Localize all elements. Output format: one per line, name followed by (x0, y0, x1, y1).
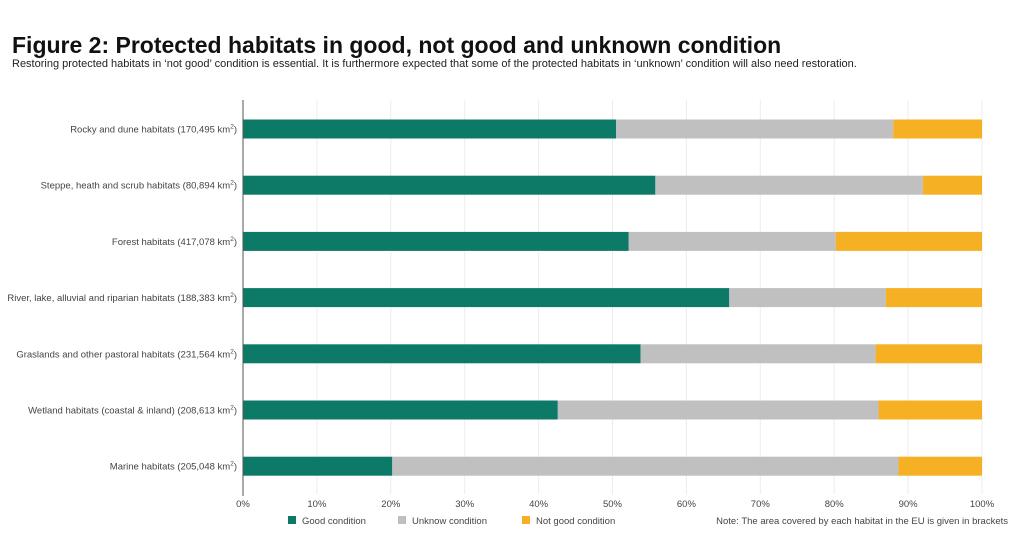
x-tick-label: 10% (307, 499, 327, 510)
category-label: Forest habitats (417,078 km2) (112, 236, 237, 248)
bar-segment (243, 344, 641, 364)
x-tick-label: 100% (970, 499, 995, 510)
category-label: Steppe, heath and scrub habitats (80,894… (41, 180, 237, 192)
legend-label: Not good condition (536, 516, 615, 527)
category-label: Wetland habitats (coastal & inland) (208… (28, 405, 237, 417)
bar-segment (878, 400, 982, 420)
chart-subtitle: Restoring protected habitats in ‘not goo… (12, 58, 857, 70)
legend-label: Good condition (302, 516, 366, 527)
bar-segment (243, 456, 393, 476)
legend: Good condition Unknow condition Not good c… (288, 516, 615, 527)
legend-swatch (398, 516, 406, 524)
bar-segment (243, 119, 617, 139)
legend-label: Unknow condition (412, 516, 487, 527)
x-tick-label: 20% (381, 499, 401, 510)
bar-segment (243, 231, 629, 251)
category-labels: Rocky and dune habitats (170,495 km2) Ste… (7, 124, 237, 473)
x-axis-ticks: 0% 10% 20% 30% 40% 50% 60% 70% 80% 90% 100% (236, 499, 995, 510)
bar-segment (243, 288, 730, 308)
x-tick-label: 0% (236, 499, 250, 510)
category-label: River, lake, alluvial and riparian habit… (7, 292, 237, 304)
bar-segment (898, 456, 982, 476)
bar-segment (885, 288, 982, 308)
bar-segment (616, 119, 894, 139)
x-tick-label: 70% (751, 499, 771, 510)
bar-segment (628, 231, 836, 251)
bar-segment (835, 231, 982, 251)
bar-segment (243, 175, 656, 195)
legend-swatch (522, 516, 530, 524)
x-tick-label: 50% (603, 499, 623, 510)
bar-series (243, 119, 982, 476)
bar-segment (557, 400, 879, 420)
category-label: Marine habitats (205,048 km2) (110, 461, 237, 473)
bar-segment (729, 288, 886, 308)
x-tick-label: 90% (899, 499, 919, 510)
category-label: Rocky and dune habitats (170,495 km2) (70, 124, 237, 136)
bar-segment (655, 175, 923, 195)
bar-segment (893, 119, 982, 139)
x-tick-label: 30% (455, 499, 475, 510)
x-tick-label: 40% (529, 499, 549, 510)
x-tick-label: 60% (677, 499, 697, 510)
bar-segment (392, 456, 899, 476)
chart-note: Note: The area covered by each habitat i… (716, 516, 1008, 527)
chart-title: Figure 2: Protected habitats in good, no… (12, 32, 782, 58)
bar-segment (875, 344, 982, 364)
bar-segment (243, 400, 558, 420)
legend-swatch (288, 516, 296, 524)
bar-segment (922, 175, 982, 195)
category-label: Graslands and other pastoral habitats (2… (16, 348, 237, 360)
bar-segment (640, 344, 876, 364)
x-tick-label: 80% (825, 499, 845, 510)
